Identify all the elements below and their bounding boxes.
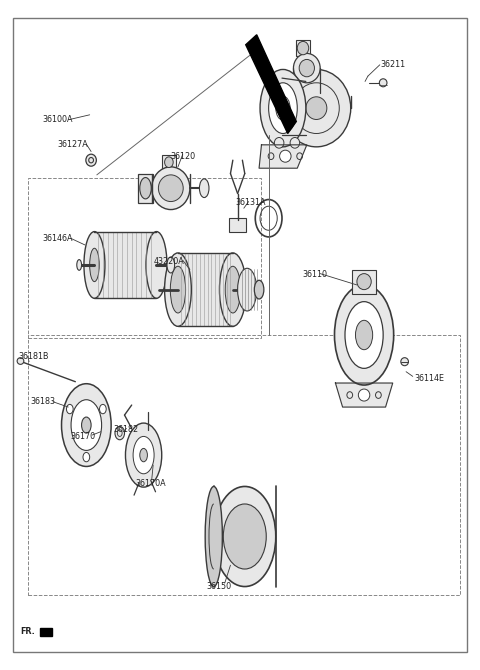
Polygon shape xyxy=(336,383,393,407)
Ellipse shape xyxy=(401,358,408,366)
Text: 36127A: 36127A xyxy=(58,139,88,149)
Ellipse shape xyxy=(205,486,222,586)
Ellipse shape xyxy=(170,266,186,313)
Ellipse shape xyxy=(66,405,73,414)
Bar xyxy=(296,40,310,56)
Text: FR.: FR. xyxy=(21,627,35,636)
Ellipse shape xyxy=(71,400,102,450)
Bar xyxy=(352,270,376,293)
Ellipse shape xyxy=(275,137,284,148)
Bar xyxy=(95,232,156,298)
Text: 36181B: 36181B xyxy=(18,352,48,361)
Polygon shape xyxy=(246,35,296,133)
Text: 36170A: 36170A xyxy=(135,478,166,488)
Ellipse shape xyxy=(293,83,339,133)
Text: 36131A: 36131A xyxy=(235,198,266,208)
Ellipse shape xyxy=(223,504,266,569)
Text: 36182: 36182 xyxy=(114,425,139,434)
Ellipse shape xyxy=(99,405,106,414)
Ellipse shape xyxy=(282,70,351,147)
Ellipse shape xyxy=(165,157,173,168)
Text: 36170: 36170 xyxy=(71,432,96,441)
Ellipse shape xyxy=(77,259,82,270)
Ellipse shape xyxy=(214,486,276,586)
Ellipse shape xyxy=(306,96,327,119)
Text: 36120: 36120 xyxy=(171,151,196,161)
Bar xyxy=(28,178,262,338)
Ellipse shape xyxy=(335,285,394,385)
Ellipse shape xyxy=(219,253,246,326)
Ellipse shape xyxy=(225,266,240,313)
Ellipse shape xyxy=(61,384,111,466)
Ellipse shape xyxy=(254,280,264,299)
Ellipse shape xyxy=(152,167,190,210)
Text: 36114E: 36114E xyxy=(414,374,444,383)
Polygon shape xyxy=(259,145,307,168)
Ellipse shape xyxy=(290,137,300,148)
Ellipse shape xyxy=(260,70,306,147)
Text: 36146A: 36146A xyxy=(42,234,72,243)
Ellipse shape xyxy=(125,423,162,487)
Text: 36110: 36110 xyxy=(302,271,327,279)
Ellipse shape xyxy=(359,389,370,401)
Ellipse shape xyxy=(17,358,24,364)
Ellipse shape xyxy=(140,178,151,199)
Ellipse shape xyxy=(199,179,209,198)
Ellipse shape xyxy=(115,426,124,440)
Ellipse shape xyxy=(297,42,309,55)
Text: 36211: 36211 xyxy=(381,60,406,69)
Bar xyxy=(162,155,176,170)
Ellipse shape xyxy=(299,60,314,77)
Ellipse shape xyxy=(379,79,387,87)
Ellipse shape xyxy=(84,232,105,298)
Text: 36183: 36183 xyxy=(30,397,55,406)
Ellipse shape xyxy=(140,448,147,462)
Ellipse shape xyxy=(158,175,183,202)
Ellipse shape xyxy=(238,268,257,311)
Bar xyxy=(178,253,233,326)
Text: 43220A: 43220A xyxy=(154,257,185,266)
Ellipse shape xyxy=(269,83,297,133)
Ellipse shape xyxy=(133,436,154,474)
Ellipse shape xyxy=(90,249,99,281)
Ellipse shape xyxy=(345,302,383,368)
Polygon shape xyxy=(40,628,52,636)
Ellipse shape xyxy=(167,257,175,273)
Ellipse shape xyxy=(83,452,90,462)
Bar xyxy=(229,218,246,232)
Text: 36150: 36150 xyxy=(206,582,232,591)
Ellipse shape xyxy=(82,417,91,433)
Text: 36100A: 36100A xyxy=(42,115,72,124)
Ellipse shape xyxy=(357,273,371,289)
Ellipse shape xyxy=(293,54,320,83)
Ellipse shape xyxy=(86,154,96,166)
Ellipse shape xyxy=(146,232,167,298)
Ellipse shape xyxy=(280,150,291,162)
Ellipse shape xyxy=(356,320,372,350)
Ellipse shape xyxy=(165,253,192,326)
Bar xyxy=(28,335,459,595)
Bar xyxy=(138,174,153,203)
